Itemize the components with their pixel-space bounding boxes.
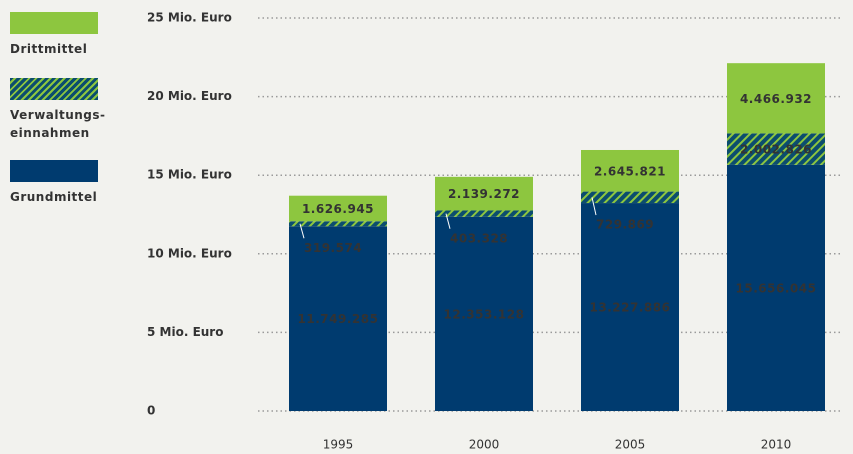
legend-label: Grundmittel: [10, 190, 98, 204]
legend-item: Verwaltungs-einnahmen: [10, 78, 120, 142]
data-label: 2.139.272: [448, 187, 520, 201]
bar-segment: [581, 203, 679, 411]
y-tick-label: 10 Mio. Euro: [147, 246, 232, 260]
x-tick-label: 2005: [615, 438, 646, 452]
data-label: 12.353.128: [444, 307, 525, 321]
data-label: 11.749.285: [298, 312, 379, 326]
data-label: 319.574: [304, 241, 362, 255]
legend-item: Drittmittel: [10, 12, 120, 58]
bar-segment: [435, 216, 533, 411]
legend-swatch: [10, 12, 98, 34]
legend-swatch: [10, 160, 98, 182]
bar-segment: [435, 210, 533, 217]
y-tick-label: 25 Mio. Euro: [147, 11, 232, 25]
bar-segment: [289, 221, 387, 227]
data-label: 15.656.045: [736, 281, 817, 295]
bar-segment: [581, 191, 679, 204]
bar-segment: [289, 226, 387, 411]
y-tick-label: 5 Mio. Euro: [147, 325, 223, 339]
legend-item: Grundmittel: [10, 160, 120, 206]
leader-line: [591, 197, 597, 216]
bar-segment: [581, 149, 679, 192]
legend-swatch: [10, 78, 98, 100]
data-label: 4.466.932: [740, 92, 812, 106]
data-label: 1.626.945: [302, 202, 374, 216]
legend-label: Verwaltungs-einnahmen: [10, 108, 106, 140]
leader-line: [299, 223, 305, 239]
y-tick-label: 20 Mio. Euro: [147, 89, 232, 103]
bar-segment: [727, 164, 825, 411]
data-label: 729.869: [596, 218, 654, 232]
data-label: 403.328: [450, 231, 508, 245]
y-tick-label: 0: [147, 404, 155, 418]
data-label: 2.645.821: [594, 164, 666, 178]
bar-segment: [435, 176, 533, 211]
x-tick-label: 2010: [761, 438, 792, 452]
x-tick-label: 1995: [323, 438, 354, 452]
data-label: 2.002.826: [740, 143, 812, 157]
bar-segment: [727, 63, 825, 134]
x-tick-label: 2000: [469, 438, 500, 452]
legend-label: Drittmittel: [10, 42, 88, 56]
bar-segment: [727, 133, 825, 165]
y-tick-label: 15 Mio. Euro: [147, 168, 232, 182]
data-label: 13.227.886: [590, 301, 671, 315]
bar-segment: [289, 195, 387, 222]
leader-line: [445, 213, 451, 229]
